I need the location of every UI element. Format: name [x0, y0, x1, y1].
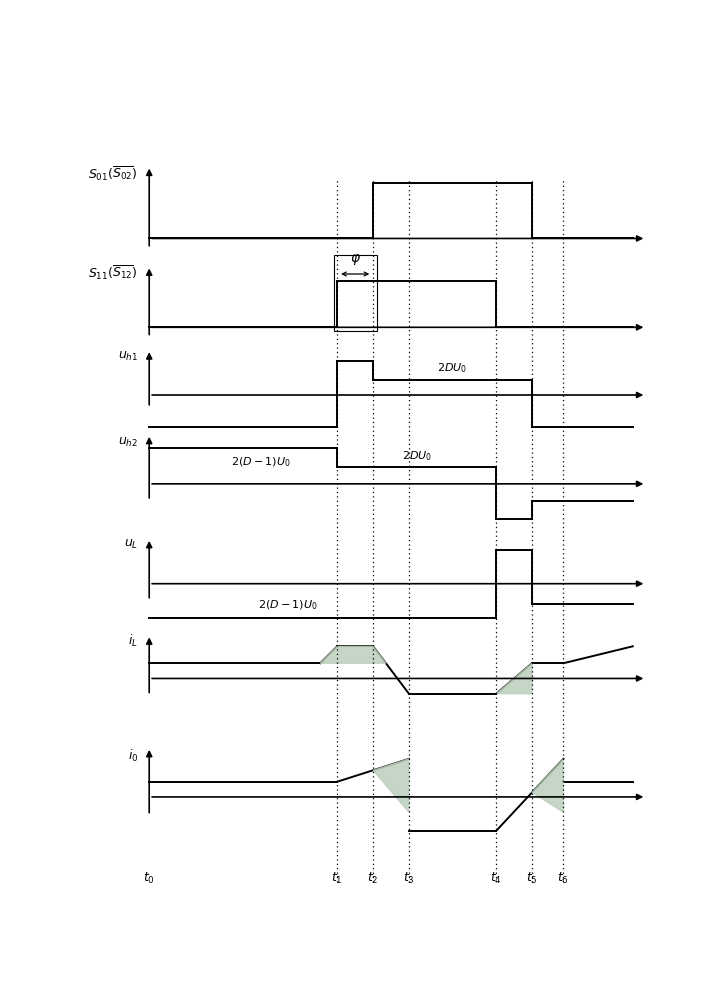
Text: $2DU_0$: $2DU_0$	[438, 361, 467, 375]
Text: $i_{L}$: $i_{L}$	[128, 633, 138, 649]
Text: $S_{01}(\overline{S_{02}})$: $S_{01}(\overline{S_{02}})$	[89, 165, 138, 183]
Text: $\varphi$: $\varphi$	[349, 252, 360, 267]
Polygon shape	[373, 646, 386, 663]
Text: $2(D-1)U_0$: $2(D-1)U_0$	[258, 599, 318, 612]
Text: $S_{11}(\overline{S_{12}})$: $S_{11}(\overline{S_{12}})$	[89, 264, 138, 282]
Text: $2DU_0$: $2DU_0$	[402, 449, 432, 463]
Polygon shape	[373, 759, 409, 812]
Text: $t_1$: $t_1$	[331, 871, 343, 886]
Text: $i_{0}$: $i_{0}$	[127, 747, 138, 764]
Text: $t_2$: $t_2$	[368, 871, 379, 886]
Polygon shape	[532, 759, 563, 812]
Text: $u_{h1}$: $u_{h1}$	[118, 350, 138, 363]
Text: $2(D-1)U_0$: $2(D-1)U_0$	[232, 455, 291, 469]
Bar	[333, 255, 376, 331]
Polygon shape	[320, 646, 373, 663]
Text: $t_0$: $t_0$	[143, 871, 155, 886]
Text: $t_4$: $t_4$	[490, 871, 502, 886]
Text: $u_{h2}$: $u_{h2}$	[118, 436, 138, 449]
Polygon shape	[496, 663, 532, 694]
Text: $u_{L}$: $u_{L}$	[124, 538, 138, 551]
Text: $t_3$: $t_3$	[403, 871, 415, 886]
Text: $t_6$: $t_6$	[558, 871, 569, 886]
Text: $t_5$: $t_5$	[526, 871, 538, 886]
